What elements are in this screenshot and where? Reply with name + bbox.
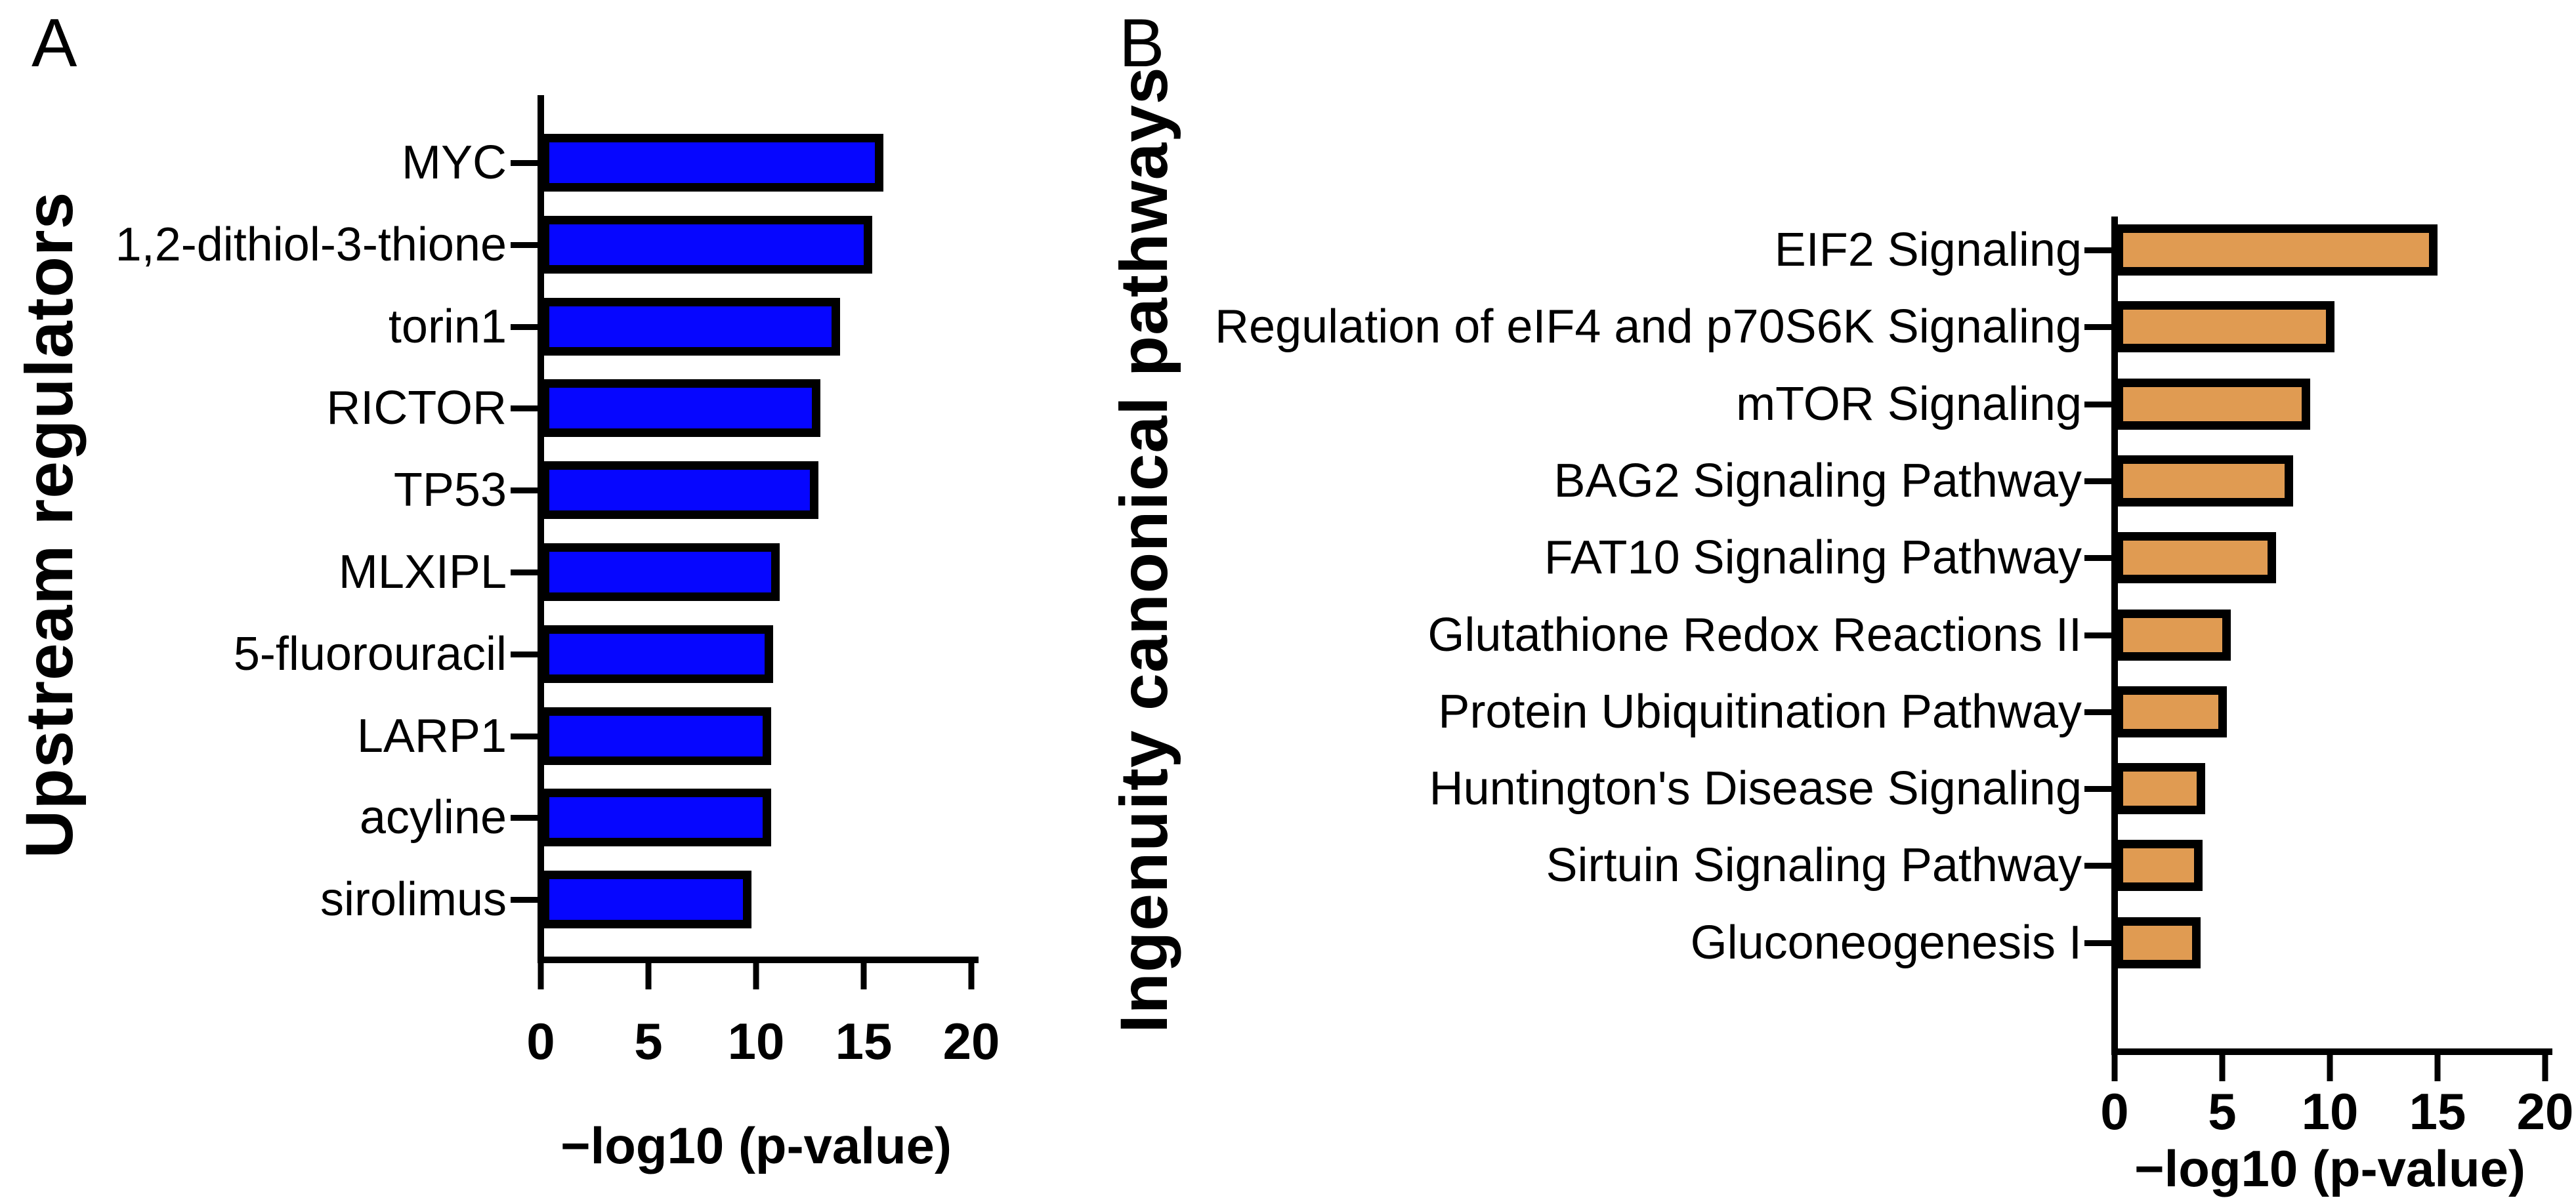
panel-a-category-tick-larp1 <box>511 733 538 739</box>
panel-b-category-tick-mtor-signaling <box>2084 401 2112 407</box>
panel-a-category-tick-tp53 <box>511 487 538 494</box>
panel-a-bar-larp1 <box>541 707 771 765</box>
panel-a-category-tick-myc <box>511 160 538 166</box>
panel-b-category-label-huntington-s-disease-signaling: Huntington's Disease Signaling <box>1429 762 2082 816</box>
panel-b-category-tick-sirtuin-signaling-pathway <box>2084 863 2112 869</box>
panel-a-category-tick-mlxipl <box>511 569 538 575</box>
panel-b-category-tick-bag2-signaling-pathway <box>2084 478 2112 484</box>
panel-a-bar-myc <box>541 134 883 192</box>
panel-b-x-tick-15 <box>2434 1055 2441 1081</box>
panel-a-category-tick-5-fluorouracil <box>511 651 538 657</box>
panel-a-x-tick-5 <box>645 963 652 989</box>
panel-b-x-tick-10 <box>2327 1055 2333 1081</box>
panel-b-x-tick-label-0: 0 <box>2100 1083 2129 1140</box>
panel-a-letter: A <box>32 5 77 81</box>
panel-b-bar-gluconeogenesis-i <box>2115 917 2201 968</box>
panel-a-category-label-myc: MYC <box>402 136 507 189</box>
panel-a-category-label-mlxipl: MLXIPL <box>338 546 507 598</box>
panel-b-x-axis-line <box>2111 1048 2552 1055</box>
panel-b-bar-bag2-signaling-pathway <box>2115 455 2294 507</box>
panel-b-bar-sirtuin-signaling-pathway <box>2115 840 2203 892</box>
panel-b-x-tick-label-20: 20 <box>2516 1083 2574 1140</box>
panel-a-category-label-torin1: torin1 <box>388 300 507 353</box>
panel-b-category-label-fat10-signaling-pathway: FAT10 Signaling Pathway <box>1544 531 2082 585</box>
panel-a-x-tick-label-0: 0 <box>526 1012 555 1070</box>
panel-a-category-tick-rictor <box>511 405 538 412</box>
panel-b-category-label-bag2-signaling-pathway: BAG2 Signaling Pathway <box>1553 454 2082 507</box>
panel-a-x-tick-10 <box>753 963 759 989</box>
panel-b-x-tick-0 <box>2111 1055 2118 1081</box>
panel-a-category-tick-1-2-dithiol-3-thione <box>511 241 538 248</box>
panel-b-bar-eif2-signaling <box>2115 224 2438 276</box>
panel-b-category-tick-protein-ubiquitination-pathway <box>2084 709 2112 715</box>
panel-a-x-tick-20 <box>968 963 975 989</box>
panel-a-category-label-acyline: acyline <box>359 791 507 844</box>
panel-b-category-tick-glutathione-redox-reactions-ii <box>2084 632 2112 638</box>
panel-b-bar-regulation-of-eif4-and-p70s6k-signaling <box>2115 301 2334 353</box>
panel-b-bar-mtor-signaling <box>2115 378 2311 430</box>
panel-b-bar-fat10-signaling-pathway <box>2115 532 2276 584</box>
panel-a-bar-tp53 <box>541 461 819 520</box>
panel-b-x-tick-label-15: 15 <box>2409 1083 2466 1140</box>
panel-b-letter: B <box>1119 5 1165 81</box>
panel-a-category-label-rictor: RICTOR <box>326 382 507 435</box>
panel-a-category-tick-sirolimus <box>511 897 538 903</box>
panel-a-category-label-larp1: LARP1 <box>356 709 507 762</box>
panel-b-x-tick-label-5: 5 <box>2208 1083 2237 1140</box>
panel-a-category-label-1-2-dithiol-3-thione: 1,2-dithiol-3-thione <box>115 218 507 271</box>
panel-b-x-tick-5 <box>2219 1055 2226 1081</box>
panel-a-x-tick-label-5: 5 <box>634 1012 663 1070</box>
panel-a-x-axis-title: −log10 (p-value) <box>560 1117 952 1174</box>
panel-a-x-tick-0 <box>538 963 544 989</box>
panel-b-category-label-glutathione-redox-reactions-ii: Glutathione Redox Reactions II <box>1427 608 2082 661</box>
panel-b-category-tick-regulation-of-eif4-and-p70s6k-signaling <box>2084 324 2112 331</box>
panel-b-category-label-gluconeogenesis-i: Gluconeogenesis I <box>1690 916 2082 969</box>
panel-b-x-tick-label-10: 10 <box>2301 1083 2359 1140</box>
panel-a-bar-acyline <box>541 789 771 847</box>
panel-b-category-label-protein-ubiquitination-pathway: Protein Ubiquitination Pathway <box>1438 685 2082 738</box>
panel-a-bar-rictor <box>541 379 821 438</box>
panel-b-category-label-sirtuin-signaling-pathway: Sirtuin Signaling Pathway <box>1546 839 2082 892</box>
panel-b-category-label-mtor-signaling: mTOR Signaling <box>1736 377 2082 430</box>
panel-b-x-axis-title: −log10 (p-value) <box>2134 1140 2525 1197</box>
panel-b-bar-glutathione-redox-reactions-ii <box>2115 609 2231 661</box>
panel-a-bar-5-fluorouracil <box>541 625 774 683</box>
panel-a-x-tick-15 <box>860 963 867 989</box>
panel-a-y-axis-line <box>538 95 544 963</box>
panel-a-x-tick-label-10: 10 <box>727 1012 785 1070</box>
panel-b-category-tick-fat10-signaling-pathway <box>2084 555 2112 562</box>
panel-b-bar-huntington-s-disease-signaling <box>2115 763 2205 815</box>
panel-a-bar-torin1 <box>541 297 840 356</box>
panel-b-category-label-regulation-of-eif4-and-p70s6k-signaling: Regulation of eIF4 and p70S6K Signaling <box>1215 300 2082 354</box>
panel-a-category-label-tp53: TP53 <box>393 464 507 517</box>
panel-b-category-tick-eif2-signaling <box>2084 247 2112 253</box>
panel-a-category-tick-torin1 <box>511 323 538 330</box>
panel-a-x-tick-label-20: 20 <box>942 1012 1000 1070</box>
panel-b-x-tick-20 <box>2542 1055 2548 1081</box>
panel-a-bar-mlxipl <box>541 543 780 601</box>
panel-b-bar-protein-ubiquitination-pathway <box>2115 686 2227 737</box>
panel-a-x-tick-label-15: 15 <box>835 1012 893 1070</box>
panel-a-bar-1-2-dithiol-3-thione <box>541 215 873 274</box>
panel-b-category-label-eif2-signaling: EIF2 Signaling <box>1774 224 2082 276</box>
panel-a-x-axis-line <box>538 957 979 963</box>
panel-b-category-tick-gluconeogenesis-i <box>2084 940 2112 946</box>
panel-a-category-label-sirolimus: sirolimus <box>320 873 507 926</box>
panel-a-bar-sirolimus <box>541 871 752 929</box>
panel-a-category-label-5-fluorouracil: 5-fluorouracil <box>233 627 507 680</box>
panel-b-category-tick-huntington-s-disease-signaling <box>2084 786 2112 793</box>
panel-a-category-tick-acyline <box>511 815 538 821</box>
